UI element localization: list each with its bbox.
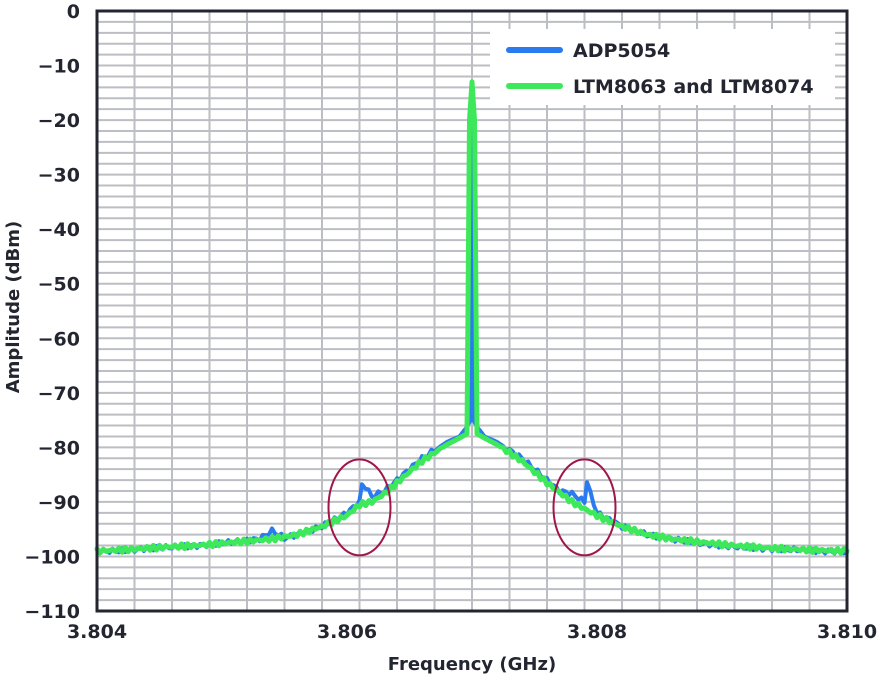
y-tick-label: −100 — [24, 546, 80, 568]
legend: ADP5054 LTM8063 and LTM8074 — [490, 29, 835, 105]
y-tick-label: −90 — [38, 492, 80, 514]
y-tick-label: −40 — [38, 219, 80, 241]
spur-highlight-left — [327, 458, 392, 557]
y-axis-ticks: 0 −10 −20 −30 −40 −50 −60 −70 −80 −90 −100 −110 — [24, 1, 80, 623]
y-tick-label: −30 — [38, 165, 80, 187]
y-tick-label: 0 — [67, 1, 80, 23]
x-tick-label: 3.804 — [67, 621, 127, 643]
x-axis-ticks: 3.804 3.806 3.808 3.810 — [67, 621, 877, 643]
y-tick-label: −110 — [24, 601, 80, 623]
plot-frame — [95, 9, 849, 613]
x-tick-label: 3.808 — [567, 621, 627, 643]
y-tick-label: −80 — [38, 437, 80, 459]
legend-box — [490, 29, 835, 105]
series-line-ltm8063-ltm8074 — [94, 79, 850, 556]
legend-label-ltm8063-ltm8074: LTM8063 and LTM8074 — [573, 76, 814, 98]
y-axis-title: Amplitude (dBm) — [3, 221, 24, 394]
y-tick-label: −10 — [38, 56, 80, 78]
y-tick-label: −70 — [38, 383, 80, 405]
y-tick-label: −50 — [38, 274, 80, 296]
spur-highlight-right — [552, 458, 617, 557]
x-tick-label: 3.810 — [817, 621, 877, 643]
y-tick-label: −60 — [38, 328, 80, 350]
y-tick-label: −20 — [38, 110, 80, 132]
data-series — [94, 79, 850, 556]
x-axis-title: Frequency (GHz) — [388, 654, 556, 675]
spur-annotations — [327, 458, 617, 557]
x-tick-label: 3.806 — [317, 621, 377, 643]
legend-label-adp5054: ADP5054 — [573, 40, 670, 62]
